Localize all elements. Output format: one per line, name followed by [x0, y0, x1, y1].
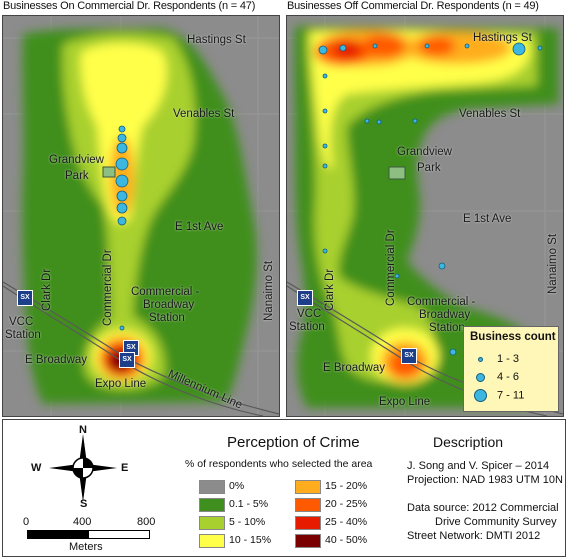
scale-tick-400: 400: [73, 516, 92, 528]
compass-s: S: [80, 498, 88, 510]
skytrain-vcc-icon: SX: [17, 290, 33, 306]
street-hastings: Hastings St: [187, 34, 246, 46]
station-cbroad-2: Broadway: [419, 309, 471, 321]
park-label: Park: [65, 170, 89, 182]
street-clark: Clark Dr: [41, 268, 53, 311]
heat-5-10-zone: [306, 30, 537, 382]
skytrain-vcc-icon: SX: [297, 290, 313, 306]
scale-tick-800: 800: [137, 516, 156, 528]
legend-swatch-5: [295, 498, 321, 512]
business-count-row-small: 1 - 3: [472, 353, 519, 365]
scale-bar-dark: [27, 530, 89, 539]
street-hastings: Hastings St: [473, 32, 532, 44]
description-line3: Data source: 2012 Commercial: [407, 502, 559, 514]
compass-w: W: [31, 462, 42, 474]
legend-class-label-0: 0%: [229, 480, 245, 492]
description-line1: J. Song and V. Spicer – 2014: [407, 460, 550, 472]
street-clark: Clark Dr: [324, 268, 336, 311]
station-vcc-2: Station: [289, 321, 325, 333]
legend-subtitle: % of respondents who selected the area: [185, 458, 373, 470]
line-expo: Expo Line: [95, 378, 147, 390]
legend-swatch-0: [199, 480, 225, 494]
station-cbroad-2: Broadway: [143, 299, 195, 311]
street-ebroadway: E Broadway: [323, 362, 386, 374]
street-nanaimo: Nanaimo St: [263, 260, 275, 321]
park-grandview: Grandview: [49, 154, 104, 166]
street-nanaimo: Nanaimo St: [547, 233, 559, 294]
legend-swatch-6: [295, 516, 321, 530]
business-count-row-medium: 4 - 6: [472, 371, 519, 383]
right-map-title: Businesses Off Commercial Dr. Respondent…: [287, 0, 539, 12]
dot-large-icon: [474, 389, 487, 402]
park-grandview: Grandview: [397, 146, 452, 158]
left-map[interactable]: Hastings St Venables St Grandview Park E…: [2, 15, 280, 417]
description-line4: Drive Community Survey: [435, 516, 557, 528]
right-map[interactable]: Hastings St Venables St Grandview Park E…: [286, 15, 564, 417]
legend-class-label-2: 5 - 10%: [229, 516, 266, 528]
heat-10-15-zone: [80, 43, 167, 224]
map-legend-panel: N S W E 0 400 800 Meters Perception of C…: [2, 419, 566, 557]
street-e1st: E 1st Ave: [175, 221, 224, 233]
street-venables: Venables St: [173, 108, 235, 120]
description-line2: Projection: NAD 1983 UTM 10N: [407, 474, 563, 486]
legend-swatch-2: [199, 516, 225, 530]
legend-class-label-7: 40 - 50%: [325, 534, 368, 546]
compass-e: E: [121, 462, 129, 474]
station-cbroad-1: Commercial -: [131, 286, 200, 298]
legend-class-label-3: 10 - 15%: [229, 534, 272, 546]
legend-swatch-4: [295, 480, 321, 494]
left-map-heat: [3, 16, 279, 416]
scale-bar-light: [88, 530, 150, 539]
street-e1st: E 1st Ave: [463, 213, 512, 225]
skytrain-cbroad-icon: SX: [401, 348, 417, 364]
compass-n: N: [79, 424, 87, 436]
legend-class-label-4: 15 - 20%: [325, 480, 368, 492]
description-heading: Description: [433, 434, 504, 450]
business-count-row-large: 7 - 11: [472, 389, 524, 402]
business-count-label-large: 7 - 11: [497, 389, 525, 402]
legend-class-label-6: 25 - 40%: [325, 516, 368, 528]
legend-swatch-7: [295, 534, 321, 548]
dot-small-icon: [478, 356, 483, 362]
legend-swatch-1: [199, 498, 225, 512]
street-commercial: Commercial Dr: [385, 229, 397, 306]
legend-class-label-5: 20 - 25%: [325, 498, 368, 510]
business-count-label-small: 1 - 3: [497, 353, 520, 365]
scale-tick-0: 0: [23, 516, 30, 528]
skytrain-cbroad-icon-2: SX: [119, 352, 135, 368]
business-count-label-medium: 4 - 6: [497, 371, 520, 383]
station-cbroad-1: Commercial -: [407, 296, 476, 308]
station-vcc-2: Station: [5, 329, 41, 341]
left-map-title: Businesses On Commercial Dr. Respondents…: [3, 0, 256, 12]
dot-medium-icon: [476, 372, 485, 382]
line-expo: Expo Line: [379, 396, 431, 408]
description-line5: Street Network: DMTI 2012: [407, 530, 541, 542]
street-commercial: Commercial Dr: [102, 249, 114, 326]
legend-class-label-1: 0.1 - 5%: [229, 498, 269, 510]
business-count-legend: Business count 1 - 3 4 - 6 7 - 11: [463, 326, 559, 412]
station-cbroad-3: Station: [149, 312, 185, 324]
park-label: Park: [417, 162, 441, 174]
scale-unit: Meters: [69, 541, 103, 553]
station-vcc-1: VCC: [9, 316, 34, 328]
street-venables: Venables St: [459, 108, 521, 120]
station-cbroad-3: Station: [429, 322, 465, 334]
north-arrow-icon: [49, 434, 117, 502]
right-map-heat: [287, 16, 563, 416]
business-count-title: Business count: [470, 331, 556, 343]
street-ebroadway: E Broadway: [25, 354, 88, 366]
legend-swatch-3: [199, 534, 225, 548]
station-vcc-1: VCC: [297, 308, 322, 320]
legend-title: Perception of Crime: [227, 434, 360, 451]
